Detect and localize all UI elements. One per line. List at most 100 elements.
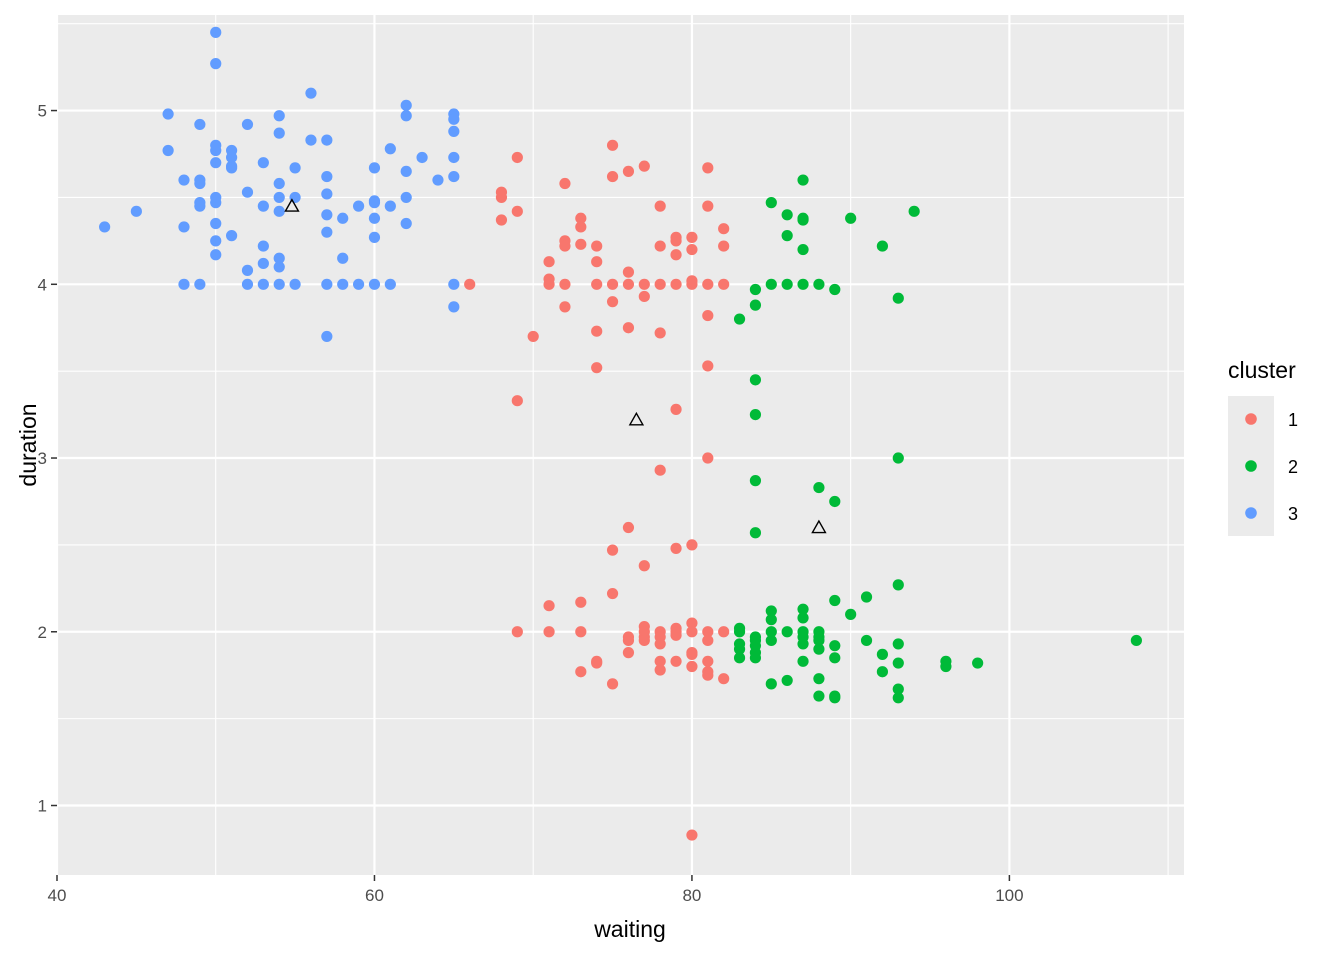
data-point-cluster-2: [733, 313, 746, 325]
data-point-cluster-3: [162, 144, 174, 157]
y-tick-label: 2: [38, 623, 47, 642]
data-point-cluster-1: [702, 655, 714, 667]
data-point-cluster-3: [257, 240, 269, 252]
data-point-cluster-2: [876, 240, 889, 252]
x-tick-label: 80: [682, 886, 701, 905]
data-point-cluster-3: [305, 134, 317, 146]
legend-title: cluster: [1228, 357, 1296, 383]
data-point-cluster-3: [416, 151, 428, 164]
y-tick-label: 1: [38, 797, 47, 816]
data-point-cluster-1: [527, 330, 539, 343]
cluster-center-marker: [811, 519, 827, 534]
data-point-cluster-2: [845, 212, 857, 224]
data-point-cluster-3: [352, 200, 365, 212]
data-point-cluster-2: [749, 475, 762, 487]
data-point-cluster-1: [606, 296, 619, 308]
data-point-cluster-3: [400, 191, 412, 204]
data-point-cluster-3: [337, 278, 349, 290]
data-point-cluster-1: [559, 240, 571, 252]
legend-label-cluster-3: 3: [1288, 504, 1298, 524]
data-point-cluster-3: [99, 221, 111, 233]
data-point-cluster-1: [702, 162, 714, 174]
data-point-cluster-2: [797, 174, 809, 186]
data-point-cluster-3: [289, 278, 301, 290]
data-point-cluster-2: [892, 292, 904, 304]
data-point-cluster-1: [559, 278, 571, 290]
data-point-cluster-3: [273, 261, 285, 273]
data-point-cluster-2: [733, 652, 746, 664]
data-point-cluster-3: [194, 177, 206, 190]
data-point-cluster-1: [670, 542, 682, 554]
data-point-cluster-1: [622, 647, 635, 659]
data-point-cluster-1: [702, 669, 714, 681]
data-point-cluster-3: [384, 143, 396, 155]
data-point-cluster-1: [575, 626, 587, 638]
data-point-cluster-1: [606, 278, 619, 290]
data-point-cluster-2: [860, 591, 873, 603]
data-point-cluster-3: [178, 221, 190, 233]
data-point-cluster-1: [606, 544, 619, 556]
data-point-cluster-2: [829, 652, 841, 664]
data-point-cluster-1: [575, 212, 587, 224]
data-point-cluster-1: [654, 655, 666, 667]
data-point-cluster-3: [305, 87, 317, 99]
data-point-cluster-3: [400, 99, 412, 111]
data-point-cluster-3: [368, 212, 381, 224]
data-point-cluster-3: [321, 226, 333, 238]
data-point-cluster-3: [241, 186, 254, 198]
data-point-cluster-2: [797, 612, 809, 624]
data-point-cluster-3: [352, 278, 365, 290]
data-point-cluster-1: [591, 240, 603, 252]
data-point-cluster-3: [210, 26, 222, 38]
data-point-cluster-3: [210, 249, 222, 261]
y-tick-label: 4: [38, 275, 47, 294]
data-point-cluster-1: [718, 240, 730, 252]
data-point-cluster-2: [892, 692, 904, 704]
data-point-cluster-1: [654, 240, 666, 252]
data-point-cluster-2: [892, 657, 904, 669]
data-point-cluster-1: [686, 829, 698, 841]
data-point-cluster-1: [606, 170, 619, 183]
data-point-cluster-1: [670, 629, 682, 641]
data-point-cluster-1: [591, 657, 603, 669]
data-point-cluster-3: [178, 278, 190, 290]
data-point-cluster-1: [702, 626, 714, 638]
data-point-cluster-3: [321, 278, 333, 290]
data-point-cluster-3: [257, 257, 269, 270]
data-point-cluster-1: [686, 617, 698, 629]
legend-label-cluster-2: 2: [1288, 457, 1298, 477]
plot-panel: [57, 15, 1184, 875]
data-point-cluster-1: [543, 278, 555, 290]
data-point-cluster-1: [686, 539, 698, 551]
data-point-cluster-1: [591, 278, 603, 290]
data-point-cluster-2: [765, 278, 777, 290]
data-point-cluster-2: [813, 690, 825, 702]
data-point-cluster-3: [273, 205, 285, 217]
x-tick-label: 60: [365, 886, 384, 905]
data-point-cluster-1: [622, 165, 635, 177]
data-point-cluster-1: [670, 655, 682, 667]
data-point-cluster-2: [972, 657, 984, 669]
data-point-cluster-2: [892, 638, 904, 650]
data-point-cluster-2: [781, 674, 793, 687]
data-point-cluster-1: [464, 278, 476, 290]
data-point-cluster-1: [591, 325, 603, 337]
data-point-cluster-3: [289, 162, 301, 174]
data-point-cluster-2: [765, 197, 777, 209]
data-point-cluster-1: [718, 673, 730, 685]
data-point-cluster-3: [321, 134, 333, 146]
data-point-cluster-3: [368, 162, 381, 174]
data-point-cluster-2: [797, 655, 809, 667]
data-point-cluster-2: [813, 481, 825, 494]
data-point-cluster-1: [591, 362, 603, 374]
data-point-cluster-3: [321, 170, 333, 183]
data-point-cluster-1: [654, 638, 666, 650]
data-point-cluster-1: [575, 221, 587, 233]
data-point-cluster-1: [495, 214, 508, 226]
data-point-cluster-3: [194, 200, 206, 212]
data-point-cluster-2: [829, 495, 841, 508]
data-point-cluster-3: [321, 330, 333, 343]
data-point-cluster-3: [273, 278, 285, 290]
data-point-cluster-1: [702, 200, 714, 212]
